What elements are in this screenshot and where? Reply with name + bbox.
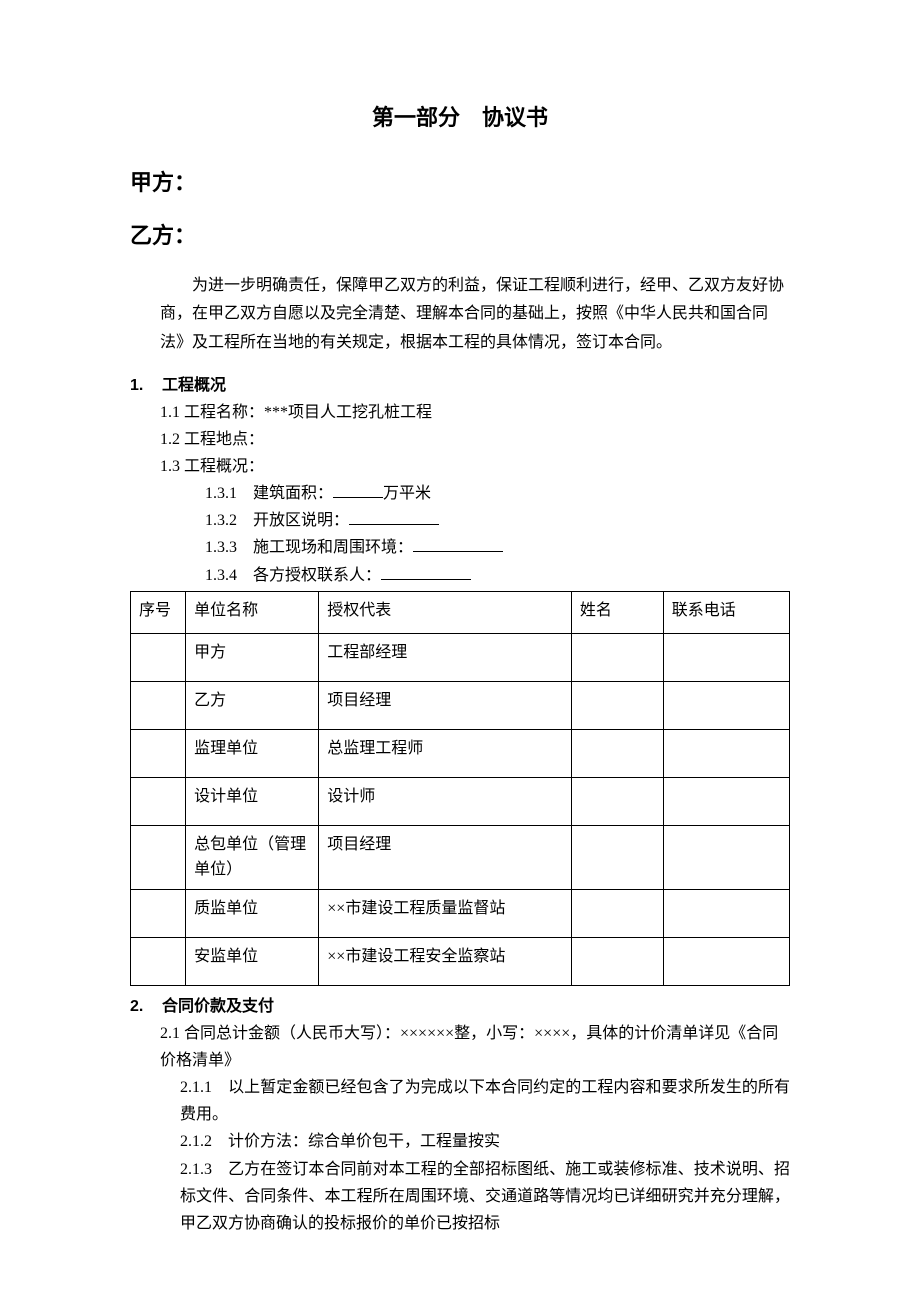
- cell-name: [571, 729, 663, 777]
- cell-seq: [131, 825, 186, 889]
- item-2-1-1: 2.1.1 以上暂定金额已经包含了为完成以下本合同约定的工程内容和要求所发生的所…: [180, 1074, 790, 1128]
- table-header-row: 序号 单位名称 授权代表 姓名 联系电话: [131, 591, 790, 633]
- cell-unit: 乙方: [186, 681, 319, 729]
- cell-rep: 项目经理: [319, 825, 572, 889]
- cell-seq: [131, 729, 186, 777]
- cell-seq: [131, 890, 186, 938]
- cell-phone: [663, 938, 789, 986]
- cell-unit: 监理单位: [186, 729, 319, 777]
- section-2-title: 合同价款及支付: [162, 998, 274, 1015]
- cell-seq: [131, 938, 186, 986]
- cell-seq: [131, 777, 186, 825]
- cell-name: [571, 633, 663, 681]
- item-2-1-2: 2.1.2 计价方法：综合单价包干，工程量按实: [180, 1128, 790, 1155]
- item-1-3: 1.3 工程概况：: [160, 453, 790, 480]
- blank-env: [413, 551, 503, 552]
- item-1-1: 1.1 工程名称：***项目人工挖孔桩工程: [160, 399, 790, 426]
- item-1-3-3-text: 1.3.3 施工现场和周围环境：: [205, 539, 413, 556]
- section-2-num: 2.: [130, 994, 162, 1020]
- preamble-text: 为进一步明确责任，保障甲乙双方的利益，保证工程顺利进行，经甲、乙双方友好协商，在…: [160, 272, 790, 358]
- cell-phone: [663, 825, 789, 889]
- cell-rep: 项目经理: [319, 681, 572, 729]
- cell-phone: [663, 633, 789, 681]
- cell-seq: [131, 681, 186, 729]
- cell-rep: 工程部经理: [319, 633, 572, 681]
- cell-phone: [663, 777, 789, 825]
- th-phone: 联系电话: [663, 591, 789, 633]
- table-row: 监理单位 总监理工程师: [131, 729, 790, 777]
- cell-unit: 安监单位: [186, 938, 319, 986]
- th-name: 姓名: [571, 591, 663, 633]
- item-1-3-1: 1.3.1 建筑面积： 万平米: [205, 480, 790, 507]
- blank-contact: [381, 579, 471, 580]
- cell-name: [571, 890, 663, 938]
- cell-seq: [131, 633, 186, 681]
- section-1-num: 1.: [130, 373, 162, 399]
- item-1-3-2: 1.3.2 开放区说明：: [205, 507, 790, 534]
- cell-name: [571, 777, 663, 825]
- cell-unit: 总包单位（管理单位）: [186, 825, 319, 889]
- party-a-label: 甲方：: [130, 165, 790, 200]
- blank-area: [333, 497, 383, 498]
- item-1-3-4-text: 1.3.4 各方授权联系人：: [205, 567, 381, 584]
- item-1-3-1-pre: 1.3.1 建筑面积：: [205, 485, 333, 502]
- table-row: 质监单位 ××市建设工程质量监督站: [131, 890, 790, 938]
- th-unit: 单位名称: [186, 591, 319, 633]
- section-2-heading: 2.合同价款及支付: [130, 994, 790, 1020]
- table-row: 总包单位（管理单位） 项目经理: [131, 825, 790, 889]
- item-1-3-3: 1.3.3 施工现场和周围环境：: [205, 534, 790, 561]
- cell-unit: 甲方: [186, 633, 319, 681]
- cell-rep: 总监理工程师: [319, 729, 572, 777]
- table-row: 设计单位 设计师: [131, 777, 790, 825]
- item-1-3-1-post: 万平米: [383, 485, 431, 502]
- page-title: 第一部分 协议书: [130, 100, 790, 135]
- table-row: 安监单位 ××市建设工程安全监察站: [131, 938, 790, 986]
- table-row: 乙方 项目经理: [131, 681, 790, 729]
- blank-open: [349, 524, 439, 525]
- item-2-1: 2.1 合同总计金额（人民币大写）：××××××整，小写：××××，具体的计价清…: [160, 1020, 790, 1074]
- cell-name: [571, 681, 663, 729]
- section-1-title: 工程概况: [162, 377, 226, 394]
- cell-unit: 质监单位: [186, 890, 319, 938]
- cell-rep: ××市建设工程质量监督站: [319, 890, 572, 938]
- table-row: 甲方 工程部经理: [131, 633, 790, 681]
- contacts-table: 序号 单位名称 授权代表 姓名 联系电话 甲方 工程部经理 乙方 项目经理 监理…: [130, 591, 790, 986]
- item-1-3-4: 1.3.4 各方授权联系人：: [205, 562, 790, 589]
- cell-name: [571, 825, 663, 889]
- cell-phone: [663, 729, 789, 777]
- cell-rep: 设计师: [319, 777, 572, 825]
- item-1-2: 1.2 工程地点：: [160, 426, 790, 453]
- cell-rep: ××市建设工程安全监察站: [319, 938, 572, 986]
- section-1-heading: 1.工程概况: [130, 373, 790, 399]
- cell-phone: [663, 890, 789, 938]
- th-seq: 序号: [131, 591, 186, 633]
- cell-phone: [663, 681, 789, 729]
- item-1-3-2-text: 1.3.2 开放区说明：: [205, 512, 349, 529]
- item-2-1-3: 2.1.3 乙方在签订本合同前对本工程的全部招标图纸、施工或装修标准、技术说明、…: [180, 1156, 790, 1238]
- cell-name: [571, 938, 663, 986]
- party-b-label: 乙方：: [130, 218, 790, 253]
- th-rep: 授权代表: [319, 591, 572, 633]
- cell-unit: 设计单位: [186, 777, 319, 825]
